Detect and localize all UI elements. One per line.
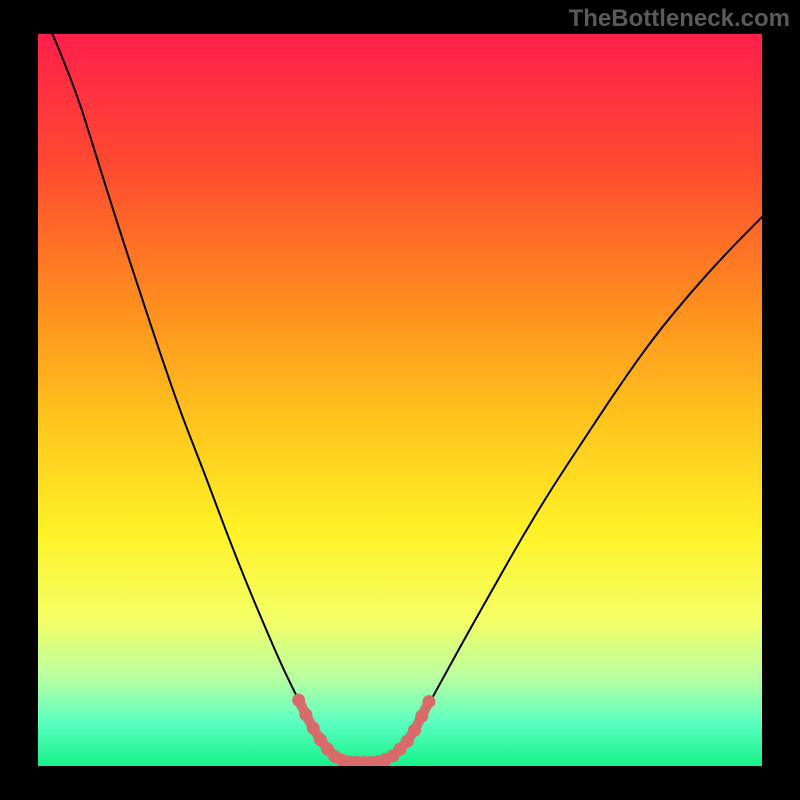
- highlight-marker: [408, 724, 421, 737]
- highlight-marker: [299, 708, 312, 721]
- highlight-marker: [307, 721, 320, 734]
- highlight-marker: [415, 710, 428, 723]
- highlight-marker: [422, 695, 435, 708]
- chart-svg-overlay: [38, 34, 762, 766]
- highlight-marker: [292, 694, 305, 707]
- chart-root: TheBottleneck.com: [0, 0, 800, 800]
- watermark-text: TheBottleneck.com: [569, 5, 790, 33]
- bottleneck-curve: [52, 34, 762, 762]
- chart-plot-area: [38, 34, 762, 766]
- highlight-marker: [401, 735, 414, 748]
